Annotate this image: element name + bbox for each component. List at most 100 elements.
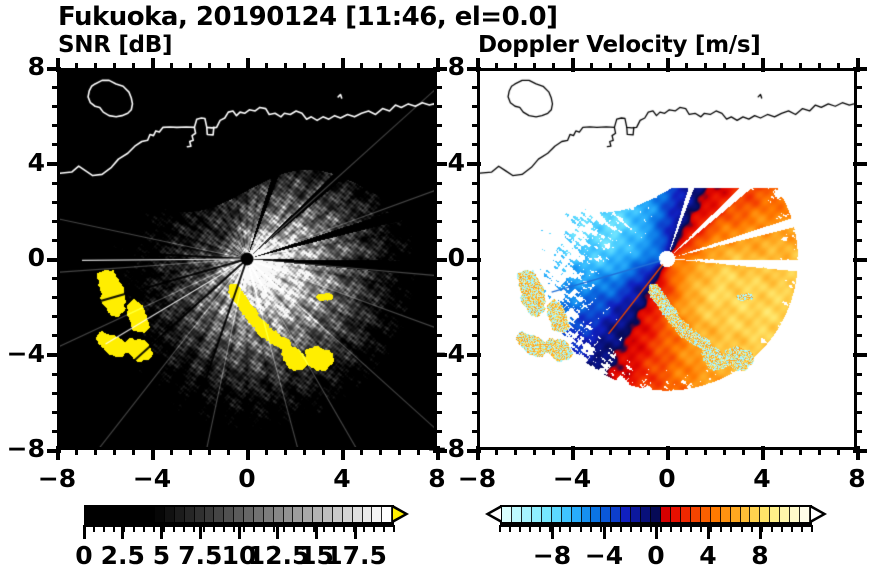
colorbar-major-tick (121, 525, 125, 539)
x-axis-label: 4 (333, 464, 351, 493)
x-minor-tick (609, 447, 612, 455)
y-major-tick (47, 66, 61, 71)
colorbar-minor-tick (569, 525, 572, 532)
y-axis-label: 8 (447, 52, 465, 81)
y-minor-tick (472, 105, 480, 109)
x-minor-tick (189, 447, 192, 455)
colorbar-minor-tick (393, 525, 395, 532)
y-axis-label: 4 (447, 147, 465, 177)
x-minor-tick-top (284, 63, 287, 71)
x-minor-tick (379, 447, 382, 455)
y-minor-tick (472, 200, 480, 204)
y-minor-tick-right (434, 372, 442, 376)
doppler-colorbar[interactable] (485, 505, 827, 539)
x-minor-tick-top (398, 63, 401, 71)
colorbar-minor-tick (363, 525, 365, 532)
x-minor-tick-top (704, 63, 707, 71)
colorbar-minor-tick (223, 525, 225, 532)
colorbar-gradient (84, 505, 394, 524)
x-minor-tick-top (723, 63, 726, 71)
x-minor-tick (628, 447, 631, 455)
x-minor-tick (265, 447, 268, 455)
x-major-tick-top (855, 58, 860, 72)
colorbar-minor-tick (619, 525, 622, 532)
y-minor-tick (472, 429, 480, 433)
colorbar-minor-tick (519, 525, 522, 532)
x-minor-tick-top (837, 63, 840, 71)
y-minor-tick (472, 315, 480, 319)
snr-radar-plot[interactable] (57, 68, 437, 450)
x-major-tick (855, 446, 860, 460)
doppler-radar-plot[interactable] (477, 68, 857, 450)
y-axis-label: −8 (6, 434, 45, 463)
y-minor-tick (52, 105, 60, 109)
x-major-tick-top (435, 58, 440, 72)
y-minor-tick-right (854, 315, 862, 319)
y-major-tick (467, 448, 481, 453)
colorbar-minor-tick (750, 525, 753, 532)
colorbar-minor-tick (183, 525, 185, 532)
colorbar-tick-label: 15 (299, 541, 334, 570)
y-minor-tick (472, 277, 480, 281)
y-major-tick-right (853, 66, 867, 71)
x-minor-tick (647, 447, 650, 455)
x-minor-tick-top (322, 63, 325, 71)
doppler-radar-canvas (480, 71, 854, 447)
x-minor-tick-top (208, 63, 211, 71)
colorbar-minor-tick (383, 525, 385, 532)
colorbar-under-arrow-fill (490, 508, 501, 520)
y-minor-tick-right (854, 277, 862, 281)
y-minor-tick (472, 410, 480, 414)
y-major-tick (47, 257, 61, 262)
y-minor-tick-right (854, 334, 862, 338)
x-minor-tick (398, 447, 401, 455)
x-minor-tick-top (360, 63, 363, 71)
x-minor-tick (495, 447, 498, 455)
colorbar-minor-tick (243, 525, 245, 532)
colorbar-tick-label: 10 (221, 541, 257, 570)
x-major-tick-top (760, 58, 765, 72)
x-minor-tick-top (132, 63, 135, 71)
x-minor-tick-top (780, 63, 783, 71)
y-minor-tick-right (854, 391, 862, 395)
y-minor-tick (52, 219, 60, 223)
snr-colorbar[interactable] (82, 505, 409, 539)
colorbar-minor-tick (143, 525, 145, 532)
y-minor-tick (52, 277, 60, 281)
x-axis-label: −4 (132, 464, 172, 493)
x-minor-tick-top (628, 63, 631, 71)
x-minor-tick-top (94, 63, 97, 71)
colorbar-minor-tick (800, 525, 803, 532)
x-minor-tick-top (514, 63, 517, 71)
y-major-tick (47, 448, 61, 453)
x-minor-tick-top (113, 63, 116, 71)
x-minor-tick (837, 447, 840, 455)
colorbar-major-tick (315, 525, 318, 539)
y-minor-tick-right (434, 296, 442, 300)
colorbar-minor-tick (283, 525, 285, 532)
colorbar-minor-tick (213, 525, 215, 532)
colorbar-tick-label: 0 (75, 541, 93, 570)
y-major-tick (467, 66, 481, 71)
y-major-tick-right (433, 66, 447, 71)
colorbar-major-tick (82, 525, 86, 539)
y-major-tick-right (433, 162, 447, 166)
x-axis-label: 0 (238, 464, 256, 493)
y-minor-tick-right (434, 105, 442, 109)
x-major-tick (150, 446, 155, 460)
colorbar-minor-tick (730, 525, 733, 532)
y-minor-tick (52, 296, 60, 300)
colorbar-tick-label: −8 (532, 541, 572, 570)
colorbar-minor-tick (649, 525, 652, 532)
x-axis-label: −4 (552, 464, 592, 493)
colorbar-minor-tick (740, 525, 743, 532)
x-minor-tick-top (227, 63, 230, 71)
y-axis-label: 8 (27, 52, 45, 81)
x-minor-tick (208, 447, 211, 455)
colorbar-minor-tick (539, 525, 542, 532)
x-minor-tick (780, 447, 783, 455)
colorbar-major-tick (706, 525, 710, 539)
x-major-tick (245, 446, 250, 460)
colorbar-minor-tick (770, 525, 773, 532)
x-minor-tick (75, 447, 78, 455)
